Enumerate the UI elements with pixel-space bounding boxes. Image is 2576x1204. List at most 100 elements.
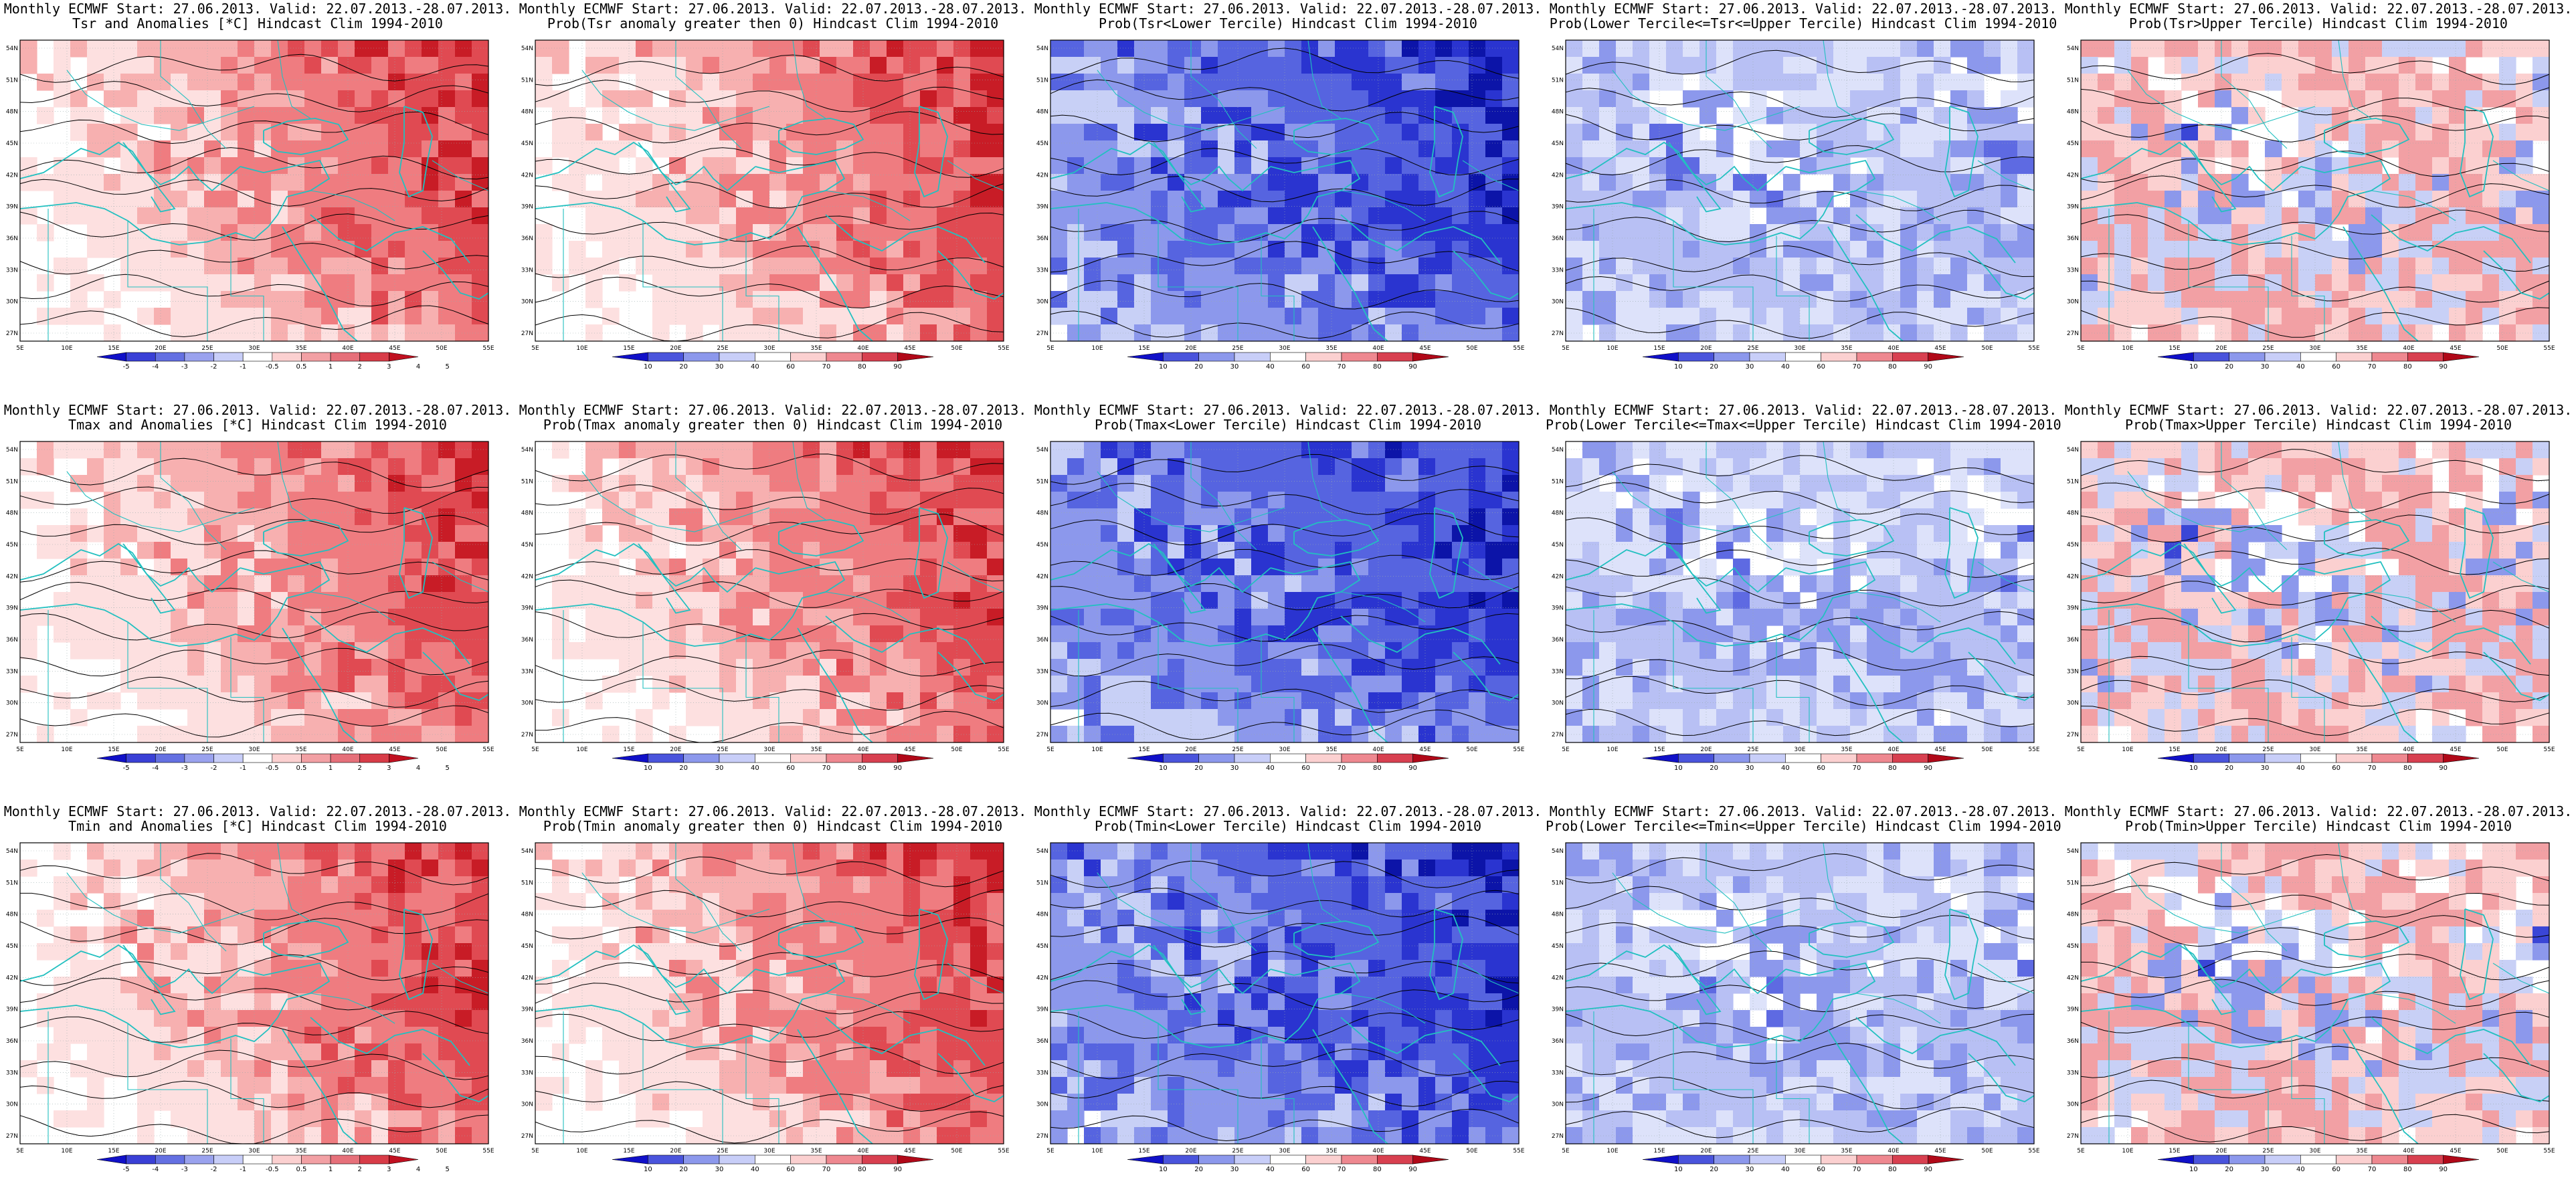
latitude-tick-label: 48N: [6, 912, 18, 918]
colorbar-tick-label: 30: [2261, 363, 2270, 371]
longitude-tick-label: 10E: [1091, 746, 1103, 753]
longitude-tick-label: 35E: [2356, 746, 2367, 753]
colorbar-tick-label: 2: [358, 363, 362, 371]
colorbar-swatch: [826, 753, 862, 763]
colorbar-swatch: [1163, 1155, 1199, 1165]
colorbar-tick-label: 60: [2332, 363, 2340, 371]
map-panel: 5E 10E 15E 20E 25E 30E 35E 40E 45E 50E 55E 54N 51N 48…: [0, 0, 515, 401]
longitude-tick-label: 20E: [2215, 746, 2227, 753]
longitude-tick-label: 50E: [2496, 746, 2508, 753]
colorbar-swatch: [301, 753, 331, 763]
panel-title: Monthly ECMWF Start: 27.06.2013. Valid: …: [2061, 1, 2576, 31]
colorbar-tick-label: 2: [358, 765, 362, 772]
colorbar-swatch: [301, 352, 331, 362]
latitude-tick-label: 42N: [2067, 975, 2079, 981]
colorbar-tick-label: 0.5: [296, 1166, 307, 1173]
longitude-tick-label: 5E: [531, 746, 539, 753]
map-panel: 5E 10E 15E 20E 25E 30E 35E 40E 45E 50E 55E 54N 51N 48…: [2061, 803, 2576, 1204]
colorbar-swatch: [1642, 1155, 1679, 1165]
colorbar-swatch: [648, 1155, 684, 1165]
longitude-tick-label: 25E: [2262, 746, 2274, 753]
colorbar-swatch: [2300, 352, 2336, 362]
colorbar-tick-label: -4: [152, 765, 159, 772]
colorbar-tick-label: 3: [387, 363, 391, 371]
graticule: [535, 441, 1004, 742]
longitude-tick-label: 45E: [1934, 1148, 1946, 1155]
colorbar-tick-label: 40: [1266, 1166, 1275, 1173]
panel-title-line: Monthly ECMWF Start: 27.06.2013. Valid: …: [1034, 803, 1542, 819]
colorbar: 10 20 30 40 60 70 80 90: [1127, 753, 1449, 772]
colorbar-swatch: [2229, 1155, 2266, 1165]
colorbar-swatch: [1127, 753, 1164, 763]
panel-subtitle: Prob(Lower Tercile<=Tmin<=Upper Tercile)…: [1546, 818, 2061, 834]
colorbar-tick-label: -0.5: [266, 765, 279, 772]
latitude-tick-label: 36N: [1552, 637, 1564, 643]
colorbar-swatch: [1856, 1155, 1893, 1165]
longitude-tick-label: 30E: [2309, 746, 2320, 753]
latitude-tick-label: 30N: [1552, 1102, 1564, 1108]
longitude-tick-label: 25E: [717, 345, 728, 352]
longitude-tick-label: 25E: [201, 345, 213, 352]
longitude-tick-label: 15E: [1653, 1148, 1665, 1155]
colorbar-tick-label: 10: [1159, 765, 1168, 772]
colorbar-swatch: [1270, 753, 1306, 763]
longitude-tick-label: 30E: [2309, 345, 2320, 352]
colorbar-swatch: [155, 1155, 185, 1165]
colorbar-swatch: [790, 753, 827, 763]
colorbar-swatch: [1892, 753, 1928, 763]
latitude-tick-label: 54N: [1552, 45, 1564, 52]
colorbar-swatch: [96, 1155, 126, 1165]
map-figure: 5E 10E 15E 20E 25E 30E 35E 40E 45E 50E 55E 54N 51N 48…: [1036, 39, 1525, 371]
map-figure: 5E 10E 15E 20E 25E 30E 35E 40E 45E 50E 55E 54N 51N 48…: [521, 842, 1010, 1173]
longitude-tick-label: 15E: [1138, 345, 1149, 352]
colorbar-tick-label: 90: [893, 1166, 902, 1173]
colorbar: 10 20 30 40 60 70 80 90: [1642, 352, 1964, 371]
latitude-tick-label: 42N: [1552, 975, 1564, 981]
colorbar-swatch: [2336, 753, 2373, 763]
colorbar-swatch: [2300, 1155, 2336, 1165]
colorbar-tick-label: -5: [123, 363, 130, 371]
latitude-tick-label: 51N: [2067, 880, 2079, 886]
colorbar-swatch: [272, 1155, 302, 1165]
latitude-tick-label: 54N: [1552, 848, 1564, 855]
latitude-tick-label: 33N: [2067, 267, 2079, 274]
latitude-tick-label: 27N: [521, 330, 533, 337]
latitude-tick-label: 30N: [521, 299, 533, 306]
colorbar-swatch: [612, 352, 648, 362]
climatology-contours: [1565, 455, 2035, 736]
colorbar-tick-label: 40: [1266, 765, 1275, 772]
latitude-tick-label: 51N: [2067, 77, 2079, 84]
longitude-tick-label: 15E: [623, 1148, 634, 1155]
colorbar-swatch: [1198, 352, 1235, 362]
longitude-tick-label: 55E: [998, 746, 1009, 753]
map-figure: 5E 10E 15E 20E 25E 30E 35E 40E 45E 50E 55E 54N 51N 48…: [1036, 441, 1525, 772]
longitude-tick-label: 20E: [155, 746, 166, 753]
country-borders: [2108, 441, 2550, 742]
latitude-tick-label: 27N: [2067, 1133, 2079, 1140]
longitude-tick-label: 10E: [2122, 1148, 2133, 1155]
latitude-tick-label: 27N: [2067, 732, 2079, 738]
colorbar: -5 -4 -3 -2 -1 -0.5 0.5 1 2 3 4 5: [96, 753, 450, 772]
colorbar-swatch: [2371, 352, 2408, 362]
map-figure: 5E 10E 15E 20E 25E 30E 35E 40E 45E 50E 55E 54N 51N 48…: [6, 842, 494, 1173]
coastline: [535, 106, 1004, 342]
longitude-tick-label: 5E: [2077, 746, 2085, 753]
longitude-tick-label: 35E: [1841, 746, 1852, 753]
coastline: [1565, 908, 2035, 1144]
longitude-tick-label: 45E: [2450, 1148, 2461, 1155]
longitude-tick-label: 10E: [2122, 345, 2133, 352]
latitude-tick-label: 42N: [2067, 172, 2079, 179]
latitude-tick-label: 36N: [6, 235, 18, 242]
longitude-tick-label: 55E: [2543, 345, 2555, 352]
colorbar-tick-label: 40: [751, 765, 759, 772]
longitude-tick-label: 55E: [2543, 1148, 2555, 1155]
colorbar-tick-label: 80: [858, 765, 866, 772]
longitude-tick-label: 15E: [623, 345, 634, 352]
colorbar-tick-label: 80: [2403, 765, 2412, 772]
colorbar-tick-label: 70: [1338, 765, 1346, 772]
latitude-tick-label: 54N: [6, 447, 18, 454]
panel-title: Monthly ECMWF Start: 27.06.2013. Valid: …: [515, 804, 1030, 833]
panel-title: Monthly ECMWF Start: 27.06.2013. Valid: …: [515, 1, 1030, 31]
colorbar-swatch: [755, 753, 791, 763]
longitude-tick-label: 10E: [2122, 746, 2133, 753]
